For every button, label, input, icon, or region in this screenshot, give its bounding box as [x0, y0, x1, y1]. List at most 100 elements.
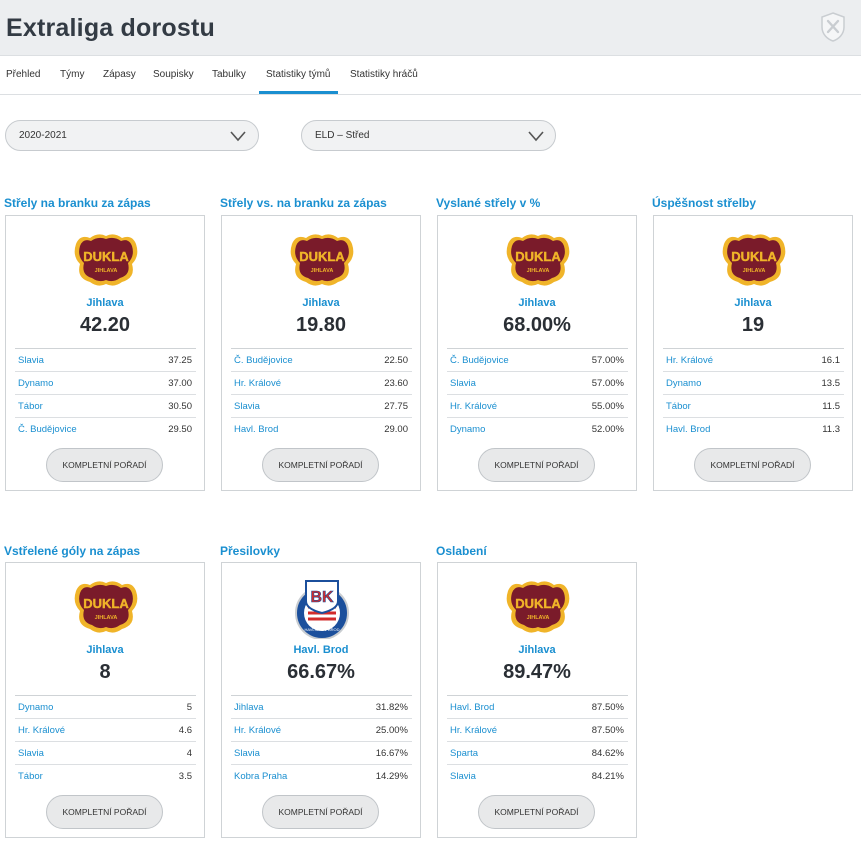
ranking-team-link[interactable]: Slavia [234, 748, 260, 759]
ranking-team-link[interactable]: Slavia [18, 748, 44, 759]
tab-tabulky[interactable]: Tabulky [212, 69, 246, 80]
ranking-team-link[interactable]: Dynamo [18, 378, 54, 389]
ranking-row: Č. Budějovice 29.50 [15, 418, 196, 441]
season-select[interactable]: 2020-2021 [5, 120, 259, 151]
ranking-team-link[interactable]: Havl. Brod [666, 424, 711, 435]
dukla-logo[interactable]: DUKLA JIHLAVA [502, 575, 574, 639]
ranking-row: Slavia 16.67% [231, 742, 412, 765]
ranking-team-link[interactable]: Havl. Brod [450, 702, 495, 713]
ranking-row: Tábor 30.50 [15, 395, 196, 418]
ranking-team-link[interactable]: Tábor [18, 771, 43, 782]
ranking-team-link[interactable]: Hr. Králové [18, 725, 65, 736]
svg-text:DUKLA: DUKLA [299, 249, 345, 264]
dukla-logo[interactable]: DUKLA JIHLAVA [502, 228, 574, 292]
ranking-row: Hr. Králové 87.50% [447, 719, 628, 742]
ranking-value: 57.00% [591, 378, 624, 389]
svg-text:DUKLA: DUKLA [83, 596, 129, 611]
full-ranking-button[interactable]: KOMPLETNÍ POŘADÍ [46, 448, 163, 482]
ranking-team-link[interactable]: Č. Budějovice [450, 355, 509, 366]
stat-card: DUKLA JIHLAVA Jihlava 68.00% Č. Budějovice… [437, 215, 637, 491]
ranking-value: 13.5 [821, 378, 841, 389]
ranking-list: Č. Budějovice 57.00% Slavia 57.00% Hr. Králo… [447, 348, 628, 441]
leader-team-name[interactable]: Jihlava [302, 297, 340, 309]
tab-prehled[interactable]: Přehled [6, 69, 41, 80]
dukla-logo[interactable]: DUKLA JIHLAVA [70, 575, 142, 639]
ranking-team-link[interactable]: Hr. Králové [234, 725, 281, 736]
stat-card: DUKLA JIHLAVA Jihlava 19.80 Č. Budějovice 2… [221, 215, 421, 491]
leader-value: 66.67% [287, 661, 355, 683]
full-ranking-button[interactable]: KOMPLETNÍ POŘADÍ [262, 448, 379, 482]
tab-tymy[interactable]: Týmy [60, 69, 85, 80]
ranking-row: Č. Budějovice 22.50 [231, 349, 412, 372]
leader-team-name[interactable]: Havl. Brod [293, 644, 349, 656]
ranking-value: 5 [186, 702, 192, 713]
page-header: Extraliga dorostu [0, 0, 861, 56]
ranking-team-link[interactable]: Hr. Králové [234, 378, 281, 389]
ranking-list: Havl. Brod 87.50% Hr. Králové 87.50% Sparta 8… [447, 695, 628, 788]
ranking-row: Dynamo 37.00 [15, 372, 196, 395]
bk-havlickuv-brod-logo[interactable]: BK HAVLÍČKŮV BROD [286, 575, 358, 640]
leader-value: 8 [99, 661, 111, 683]
ranking-team-link[interactable]: Kobra Praha [234, 771, 288, 782]
ranking-team-link[interactable]: Hr. Králové [450, 401, 497, 412]
ranking-value: 11.5 [822, 401, 840, 412]
ranking-team-link[interactable]: Dynamo [18, 702, 54, 713]
ranking-row: Slavia 57.00% [447, 372, 628, 395]
ranking-team-link[interactable]: Slavia [450, 378, 476, 389]
ranking-value: 27.75 [384, 401, 408, 412]
svg-text:JIHLAVA: JIHLAVA [743, 268, 766, 274]
ranking-row: Kobra Praha 14.29% [231, 765, 412, 788]
ranking-team-link[interactable]: Tábor [666, 401, 691, 412]
leader-value: 68.00% [503, 314, 571, 336]
dukla-logo[interactable]: DUKLA JIHLAVA [286, 228, 358, 292]
ranking-value: 84.21% [591, 771, 624, 782]
leader-value: 89.47% [503, 661, 571, 683]
tab-soupisky[interactable]: Soupisky [153, 69, 194, 80]
svg-text:JIHLAVA: JIHLAVA [311, 268, 334, 274]
ranking-row: Hr. Králové 16.1 [663, 349, 844, 372]
ranking-team-link[interactable]: Sparta [450, 748, 478, 759]
ranking-team-link[interactable]: Slavia [450, 771, 476, 782]
svg-text:JIHLAVA: JIHLAVA [527, 268, 550, 274]
stat-section-title: Přesilovky [220, 544, 281, 558]
ranking-team-link[interactable]: Jihlava [234, 702, 264, 713]
full-ranking-button[interactable]: KOMPLETNÍ POŘADÍ [694, 448, 811, 482]
dukla-logo[interactable]: DUKLA JIHLAVA [70, 228, 142, 292]
full-ranking-button[interactable]: KOMPLETNÍ POŘADÍ [262, 795, 379, 829]
full-ranking-button[interactable]: KOMPLETNÍ POŘADÍ [478, 448, 595, 482]
ranking-team-link[interactable]: Havl. Brod [234, 424, 279, 435]
ranking-team-link[interactable]: Slavia [234, 401, 260, 412]
ranking-row: Tábor 11.5 [663, 395, 844, 418]
tab-zapasy[interactable]: Zápasy [103, 69, 136, 80]
leader-team-name[interactable]: Jihlava [86, 644, 124, 656]
stat-section-title: Úspěšnost střelby [652, 196, 757, 210]
dukla-logo[interactable]: DUKLA JIHLAVA [718, 228, 790, 292]
stat-card: DUKLA JIHLAVA Jihlava 8 Dynamo 5 Hr. Králové… [5, 562, 205, 838]
group-select[interactable]: ELD – Střed [301, 120, 556, 151]
ranking-team-link[interactable]: Hr. Králové [666, 355, 713, 366]
ranking-team-link[interactable]: Slavia [18, 355, 44, 366]
full-ranking-button[interactable]: KOMPLETNÍ POŘADÍ [478, 795, 595, 829]
ranking-value: 25.00% [375, 725, 408, 736]
ranking-team-link[interactable]: Tábor [18, 401, 43, 412]
ranking-team-link[interactable]: Hr. Králové [450, 725, 497, 736]
ranking-team-link[interactable]: Dynamo [450, 424, 486, 435]
ranking-team-link[interactable]: Č. Budějovice [234, 355, 293, 366]
leader-team-name[interactable]: Jihlava [518, 297, 556, 309]
stat-section-title: Vstřelené góly na zápas [4, 544, 141, 558]
full-ranking-button[interactable]: KOMPLETNÍ POŘADÍ [46, 795, 163, 829]
svg-text:JIHLAVA: JIHLAVA [95, 615, 118, 621]
leader-team-name[interactable]: Jihlava [518, 644, 556, 656]
ranking-team-link[interactable]: Č. Budějovice [18, 424, 77, 435]
leader-team-name[interactable]: Jihlava [86, 297, 124, 309]
ranking-list: Dynamo 5 Hr. Králové 4.6 Slavia 4 Tábor 3.5 [15, 695, 196, 788]
ranking-row: Havl. Brod 11.3 [663, 418, 844, 441]
stat-section-title: Střely na branku za zápas [4, 196, 151, 210]
tab-statistiky-tymu[interactable]: Statistiky týmů [266, 69, 331, 80]
ranking-row: Havl. Brod 87.50% [447, 696, 628, 719]
ranking-team-link[interactable]: Dynamo [666, 378, 702, 389]
ranking-row: Slavia 4 [15, 742, 196, 765]
tab-statistiky-hracu[interactable]: Statistiky hráčů [350, 69, 418, 80]
ranking-row: Havl. Brod 29.00 [231, 418, 412, 441]
leader-team-name[interactable]: Jihlava [734, 297, 772, 309]
